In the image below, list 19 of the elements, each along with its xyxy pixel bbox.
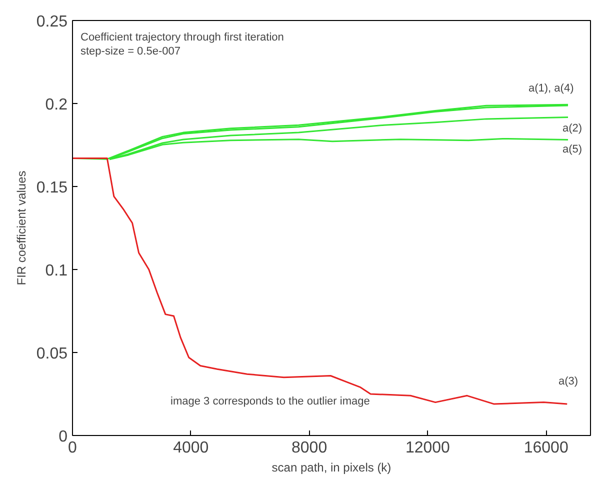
x-tick-label: 8000 bbox=[292, 440, 328, 456]
text: step-size = 0.5e-007 bbox=[80, 46, 180, 58]
y-tick-label: 0.2 bbox=[45, 96, 68, 114]
y-axis-title: FIR coefficient values bbox=[14, 170, 28, 286]
x-tick-label: 16000 bbox=[524, 440, 568, 456]
annotation: a(3) bbox=[558, 376, 578, 388]
annotation: a(1), a(4) bbox=[528, 82, 574, 94]
x-tick-label: 12000 bbox=[405, 440, 450, 456]
y-tick-label: 0 bbox=[58, 428, 68, 446]
x-axis-title: scan path, in pixels (k) bbox=[272, 460, 392, 474]
annotation: image 3 corresponds to the outlier image bbox=[170, 396, 370, 408]
y-tick-label: 0.05 bbox=[36, 346, 68, 362]
annotation: a(5) bbox=[562, 144, 582, 156]
x-tick-label: 4000 bbox=[173, 440, 209, 456]
y-tick-label: 0.25 bbox=[36, 14, 68, 30]
y-tick-label: 0.15 bbox=[36, 180, 68, 196]
annotation: a(2) bbox=[562, 122, 582, 134]
y-tick-label: 0.1 bbox=[45, 262, 68, 280]
text: Coefficient trajectory through first iteration bbox=[80, 32, 284, 44]
